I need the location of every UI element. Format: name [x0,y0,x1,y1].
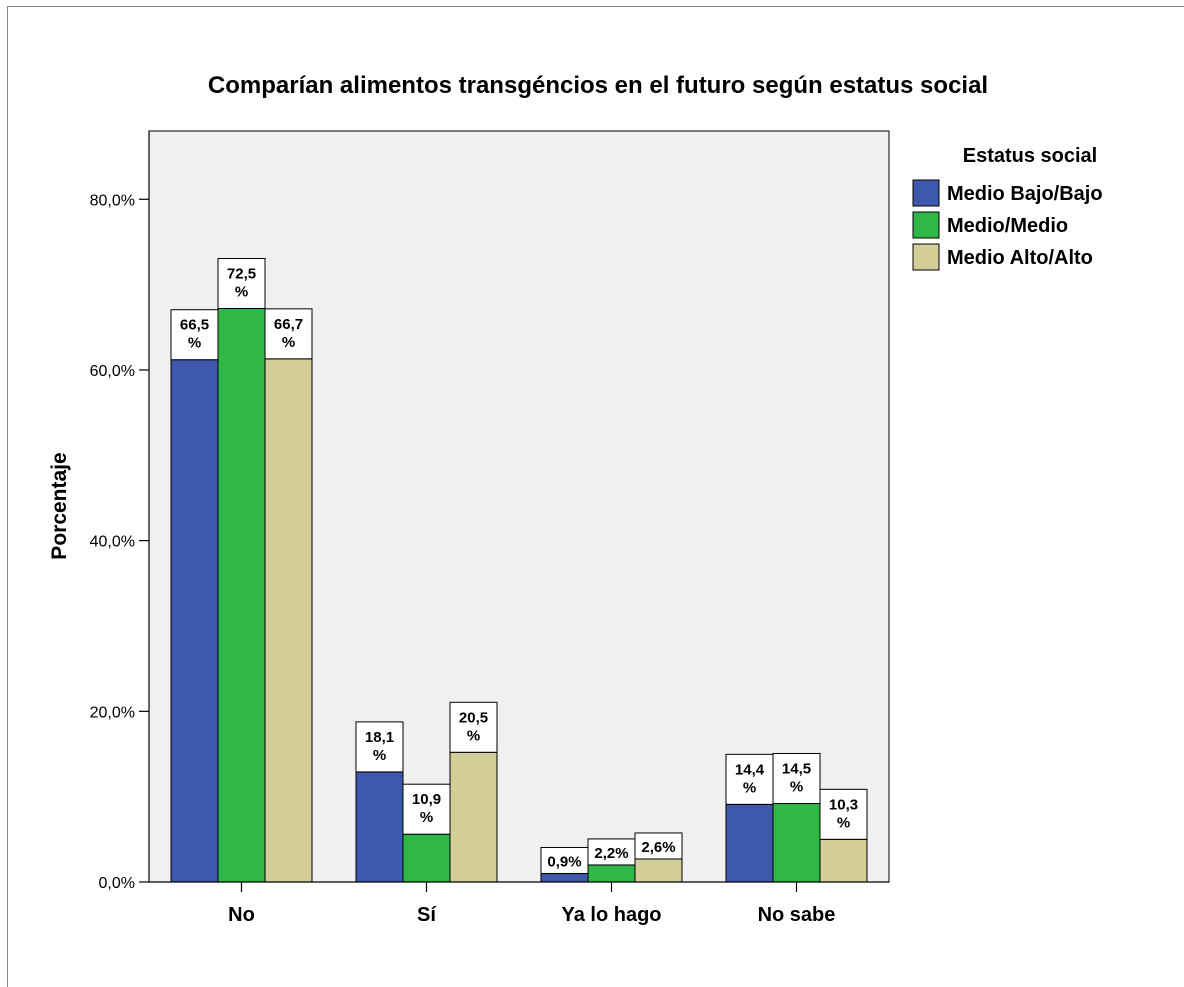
y-axis-ticks: 0,0% 20,0% 40,0% 60,0% 80,0% [90,192,149,892]
bar [402,833,451,883]
data-label: 18,1 [365,729,394,746]
y-tick-label: 60,0% [90,363,135,380]
chart-title: Comparían alimentos transgéncios en el f… [208,72,988,99]
y-tick-label: 80,0% [90,192,135,209]
data-label: % [837,814,850,831]
data-label-box [540,846,589,874]
data-label: % [282,334,295,351]
data-label-box [217,258,266,310]
data-label: 14,5 [782,760,811,777]
y-axis-label: Porcentaje [48,452,71,559]
bar [540,872,589,883]
data-label: 2,6% [641,839,675,856]
data-label: % [790,778,803,795]
data-label: 10,9 [412,791,441,808]
legend-label: Medio/Medio [947,215,1068,237]
x-tick-label: No [228,904,255,926]
x-axis-ticks: No Sí Ya lo hago No sabe [228,882,835,926]
x-tick-label: Sí [417,904,437,926]
data-label: 66,7 [274,316,303,333]
data-label-box [170,309,219,361]
legend-label: Medio Alto/Alto [947,247,1093,269]
bar [634,858,683,883]
data-label: 66,5 [180,317,209,334]
bar [587,864,636,883]
data-label: % [235,284,248,301]
bar [170,359,219,883]
bars-layer [170,308,868,883]
data-label-box [355,721,404,773]
bar [355,771,404,883]
data-label: % [467,727,480,744]
data-label: 2,2% [594,845,628,862]
legend-swatch [912,179,940,207]
bar [772,802,821,883]
x-tick-label: Ya lo hago [561,904,661,926]
bar [449,751,498,883]
data-label: 72,5 [227,266,256,283]
legend: Estatus social Medio Bajo/Bajo Medio/Medi… [912,145,1103,271]
legend-swatch [912,211,940,239]
legend-label: Medio Bajo/Bajo [947,183,1103,205]
y-tick-label: 20,0% [90,704,135,721]
bar [725,803,774,883]
legend-swatch [912,243,940,271]
data-label: % [188,335,201,352]
bar [264,358,313,883]
data-label: 10,3 [829,796,858,813]
data-label: 0,9% [547,853,581,870]
data-label: % [373,747,386,764]
data-label: % [743,779,756,796]
data-label-box [772,752,821,804]
data-label: 20,5 [459,709,488,726]
x-tick-label: No sabe [758,904,836,926]
data-label-box [587,838,636,866]
data-label: 14,4 [735,761,765,778]
data-label-box [819,788,868,840]
data-label-box [449,701,498,753]
data-label-box [634,832,683,860]
data-label: % [420,809,433,826]
legend-items: Medio Bajo/Bajo Medio/Medio Medio Alto/Alt… [912,179,1103,271]
data-label-box [725,753,774,805]
y-tick-label: 0,0% [99,875,135,892]
y-tick-label: 40,0% [90,534,135,551]
data-label-box [264,308,313,360]
bar [217,308,266,883]
bar [819,838,868,883]
data-label-box [402,783,451,835]
data-labels-layer: 66,5%72,5%66,7%18,1%10,9%20,5%0,9%2,2% 2,… [170,258,868,874]
legend-title: Estatus social [963,145,1098,167]
